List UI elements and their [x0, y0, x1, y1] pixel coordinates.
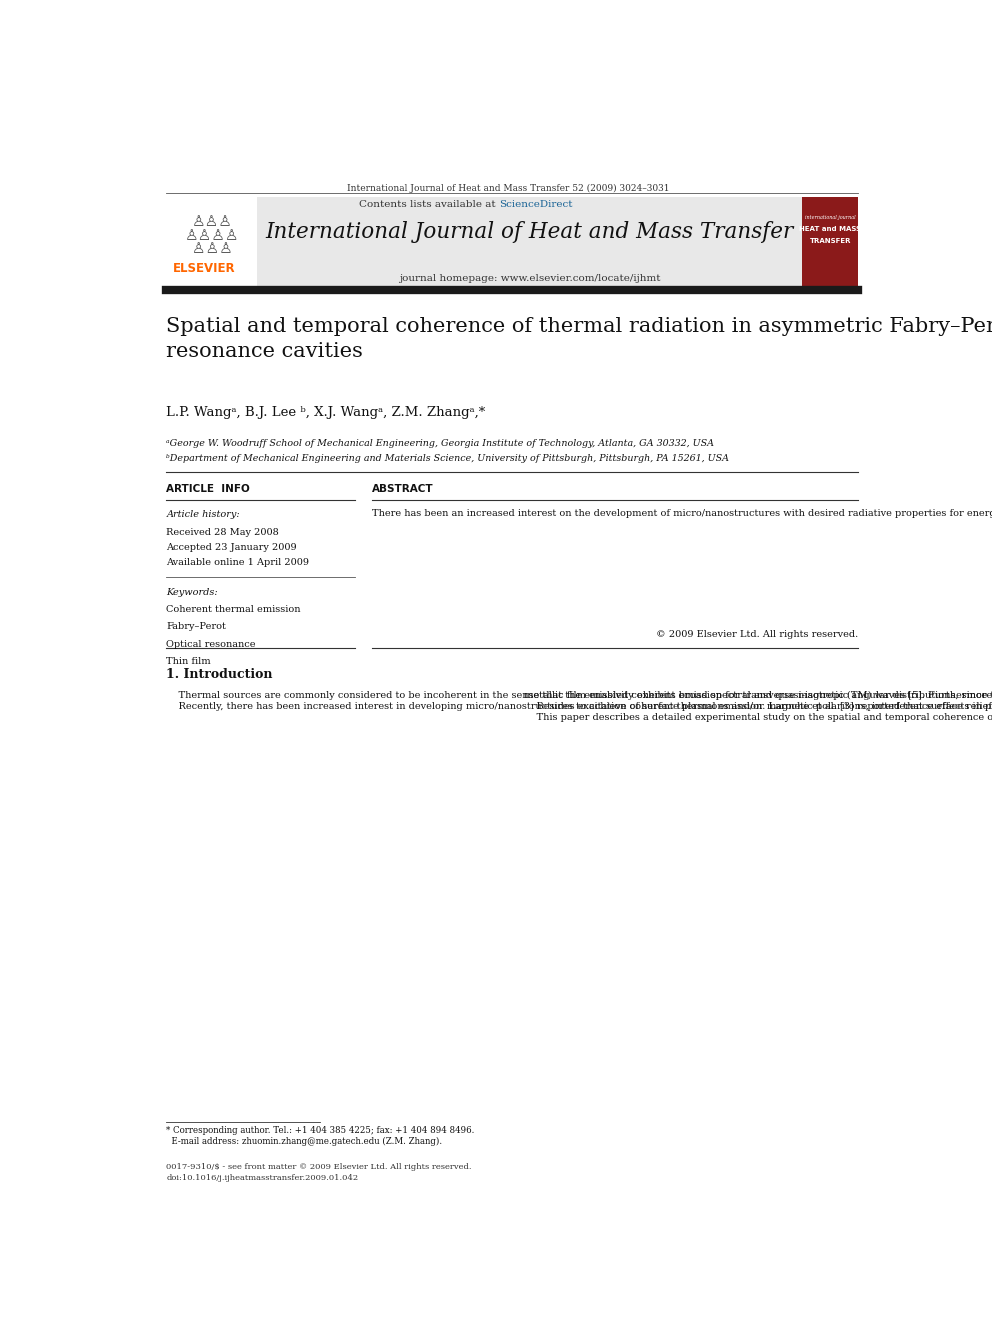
Text: Thin film: Thin film [167, 658, 211, 665]
Text: L.P. Wangᵃ, B.J. Lee ᵇ, X.J. Wangᵃ, Z.M. Zhangᵃ,*: L.P. Wangᵃ, B.J. Lee ᵇ, X.J. Wangᵃ, Z.M.… [167, 406, 485, 419]
Text: ᵃGeorge W. Woodruff School of Mechanical Engineering, Georgia Institute of Techn: ᵃGeorge W. Woodruff School of Mechanical… [167, 439, 714, 448]
Text: Article history:: Article history: [167, 511, 240, 519]
Text: Contents lists available at: Contents lists available at [359, 200, 499, 209]
Text: ABSTRACT: ABSTRACT [372, 484, 434, 493]
Text: ELSEVIER: ELSEVIER [173, 262, 235, 275]
Text: Accepted 23 January 2009: Accepted 23 January 2009 [167, 542, 297, 552]
Text: Spatial and temporal coherence of thermal radiation in asymmetric Fabry–Perot
re: Spatial and temporal coherence of therma… [167, 316, 992, 361]
Text: Received 28 May 2008: Received 28 May 2008 [167, 528, 279, 537]
Text: Keywords:: Keywords: [167, 587, 218, 597]
Text: ♙♙♙
♙♙♙♙
 ♙♙♙: ♙♙♙ ♙♙♙♙ ♙♙♙ [186, 214, 240, 257]
Text: Fabry–Perot: Fabry–Perot [167, 622, 226, 631]
Text: HEAT and MASS: HEAT and MASS [800, 226, 861, 233]
Text: ScienceDirect: ScienceDirect [499, 200, 572, 209]
Text: ARTICLE  INFO: ARTICLE INFO [167, 484, 250, 493]
Text: Available online 1 April 2009: Available online 1 April 2009 [167, 558, 310, 568]
Text: Coherent thermal emission: Coherent thermal emission [167, 605, 301, 614]
Text: ᵇDepartment of Mechanical Engineering and Materials Science, University of Pitts: ᵇDepartment of Mechanical Engineering an… [167, 454, 729, 463]
Text: metallic film enabled coherent emission for transverse magnetic (TM) waves [5]. : metallic film enabled coherent emission … [524, 691, 992, 722]
Text: * Corresponding author. Tel.: +1 404 385 4225; fax: +1 404 894 8496.
  E-mail ad: * Corresponding author. Tel.: +1 404 385… [167, 1126, 474, 1147]
Text: TRANSFER: TRANSFER [809, 238, 851, 243]
Text: journal homepage: www.elsevier.com/locate/ijhmt: journal homepage: www.elsevier.com/locat… [399, 274, 661, 283]
Text: 1. Introduction: 1. Introduction [167, 668, 273, 681]
FancyBboxPatch shape [167, 197, 858, 288]
FancyBboxPatch shape [167, 197, 257, 288]
Text: International Journal of Heat and Mass Transfer 52 (2009) 3024–3031: International Journal of Heat and Mass T… [347, 184, 670, 193]
Text: There has been an increased interest on the development of micro/nanostructures : There has been an increased interest on … [372, 509, 992, 519]
Text: international journal: international journal [805, 214, 855, 220]
Text: © 2009 Elsevier Ltd. All rights reserved.: © 2009 Elsevier Ltd. All rights reserved… [656, 631, 858, 639]
Text: International Journal of Heat and Mass Transfer: International Journal of Heat and Mass T… [266, 221, 794, 243]
FancyBboxPatch shape [803, 197, 858, 288]
Text: Thermal sources are commonly considered to be incoherent in the sense that the e: Thermal sources are commonly considered … [167, 691, 992, 710]
Text: 0017-9310/$ - see front matter © 2009 Elsevier Ltd. All rights reserved.
doi:10.: 0017-9310/$ - see front matter © 2009 El… [167, 1163, 472, 1181]
Text: Optical resonance: Optical resonance [167, 639, 256, 648]
